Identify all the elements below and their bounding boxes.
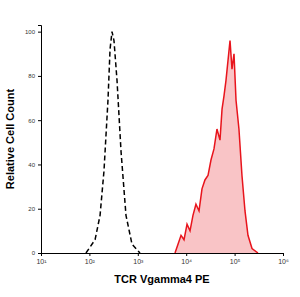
- y-tick: 40: [28, 162, 41, 168]
- x-tick: 10¹: [36, 253, 47, 265]
- x-axis: 10¹ 10² 10³ 10⁴ 10⁵ 10⁶: [36, 253, 289, 265]
- y-tick: 20: [28, 206, 41, 212]
- y-axis: 0 20 40 60 80 100: [25, 26, 42, 257]
- x-tick-mark: [89, 253, 90, 256]
- y-tick-mark: [38, 253, 41, 254]
- histogram-fill: [175, 40, 258, 253]
- x-tick-label: 10⁶: [278, 258, 289, 265]
- x-tick-label: 10¹: [36, 258, 47, 265]
- y-tick: 100: [25, 29, 41, 35]
- x-tick: 10²: [85, 253, 96, 265]
- y-tick-mark: [38, 164, 41, 165]
- y-tick-mark: [38, 76, 41, 77]
- x-tick-label: 10³: [133, 258, 144, 265]
- y-axis-line: [38, 26, 42, 254]
- x-tick-label: 10²: [85, 258, 96, 265]
- chart: 10¹ 10² 10³ 10⁴ 10⁵ 10⁶ 0 20 40 60 80 100 TCR Vgamma…: [0, 0, 300, 297]
- x-tick: 10⁵: [230, 253, 241, 265]
- y-tick-mark: [38, 120, 41, 121]
- y-tick-label: 20: [28, 206, 35, 212]
- x-tick-mark: [283, 253, 284, 256]
- x-tick: 10⁴: [181, 253, 192, 265]
- histogram-line: [175, 40, 258, 253]
- y-tick-mark: [38, 32, 41, 33]
- y-tick-label: 100: [25, 29, 36, 35]
- x-tick-label: 10⁴: [181, 258, 192, 265]
- y-tick-mark: [38, 209, 41, 210]
- y-tick: 80: [28, 73, 41, 79]
- x-tick-mark: [186, 253, 187, 256]
- x-tick-mark: [138, 253, 139, 256]
- y-tick-label: 80: [28, 73, 35, 79]
- y-tick: 60: [28, 118, 41, 124]
- y-tick-label: 0: [32, 250, 36, 256]
- x-tick-mark: [235, 253, 236, 256]
- y-tick: 0: [32, 250, 41, 256]
- x-tick: 10⁶: [278, 253, 289, 265]
- plot-marks: [86, 32, 258, 253]
- y-tick-label: 40: [28, 162, 35, 168]
- x-tick: 10³: [133, 253, 144, 265]
- x-axis-line: [42, 254, 284, 257]
- x-tick-label: 10⁵: [230, 258, 241, 265]
- y-tick-label: 60: [28, 118, 35, 124]
- x-axis-title: TCR Vgamma4 PE: [114, 273, 209, 285]
- histogram-line: [86, 32, 140, 253]
- y-axis-title: Relative Cell Count: [4, 89, 16, 190]
